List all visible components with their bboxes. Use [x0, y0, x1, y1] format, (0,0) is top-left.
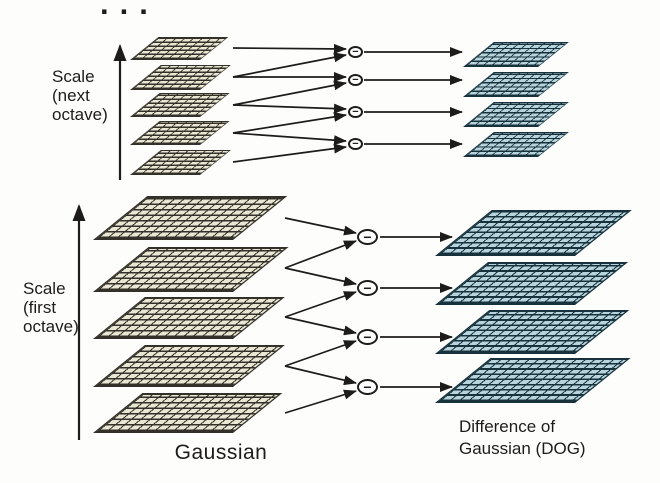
gaussian-caption: Gaussian: [174, 441, 268, 464]
subtract-line: [284, 291, 357, 318]
dog-caption-line2: Gaussian (DOG): [459, 439, 586, 458]
subtract-line: [284, 389, 357, 414]
scale-next-line1: Scale: [52, 67, 95, 86]
subtract-node-first-2: −: [357, 329, 378, 345]
subtract-line: [284, 240, 357, 269]
subtract-node-first-4: −: [357, 229, 378, 245]
subtract-node-next-4: −: [348, 46, 363, 58]
subtract-line: [232, 143, 347, 163]
scale-first-line1: Scale: [23, 279, 66, 298]
subtract-line: [284, 217, 357, 236]
subtract-line: [284, 365, 357, 386]
scale-next-line2: (next: [52, 86, 90, 105]
subtract-line: [232, 80, 347, 106]
scale-first-line3: octave): [23, 317, 79, 336]
dog-caption: Difference of Gaussian (DOG): [459, 416, 586, 460]
subtract-line: [232, 111, 347, 134]
subtract-line: [284, 340, 357, 367]
scale-next-line3: octave): [52, 105, 108, 124]
subtract-node-next-2: −: [348, 106, 363, 118]
subtract-line: [284, 267, 357, 287]
subtract-node-first-3: −: [357, 280, 378, 296]
subtract-line: [232, 52, 347, 78]
subtract-node-first-1: −: [357, 379, 378, 395]
scale-first-line2: (first: [23, 298, 57, 317]
subtract-line: [284, 316, 357, 336]
subtract-line: [232, 132, 347, 146]
continuation-ellipsis: ...: [100, 0, 159, 21]
subtract-node-next-1: −: [348, 138, 363, 150]
dog-caption-line1: Difference of: [459, 417, 556, 436]
scale-first-octave-label: Scale (first octave): [23, 279, 79, 336]
subtract-line: [232, 43, 347, 54]
subtract-line: [232, 103, 347, 114]
subtract-node-next-3: −: [348, 74, 363, 86]
scale-next-octave-label: Scale (next octave): [52, 67, 108, 124]
